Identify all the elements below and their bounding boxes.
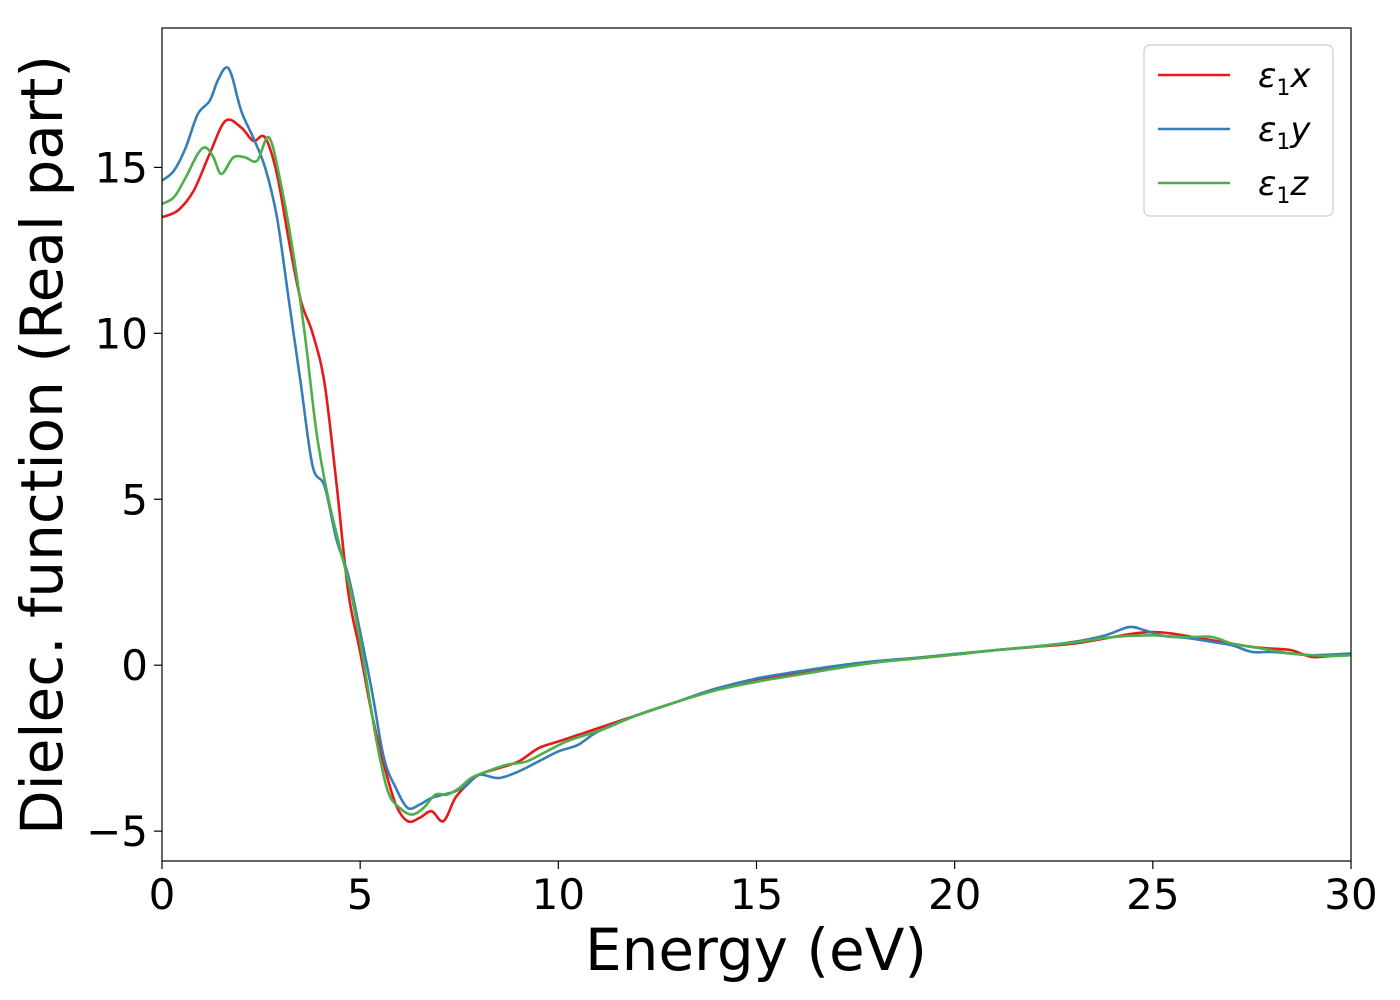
series-line-x <box>162 118 1351 824</box>
y-axis: −5 0 5 10 15 <box>86 143 162 856</box>
y-tick-label: 0 <box>121 641 148 690</box>
x-tick-label: 0 <box>149 870 176 919</box>
legend-label-z: ε1z <box>1258 164 1309 209</box>
legend-box <box>1143 44 1334 217</box>
y-tick-label: 5 <box>121 475 148 524</box>
y-axis-label: Dielec. function (Real part) <box>8 55 76 835</box>
x-tick-label: 10 <box>532 870 585 919</box>
x-axis: 0 5 10 15 20 25 30 <box>149 861 1378 919</box>
x-tick-label: 25 <box>1126 870 1179 919</box>
legend-label-x: ε1x <box>1258 56 1311 101</box>
legend-label-subscript: 1 <box>1276 76 1290 101</box>
legend-label-base: ε <box>1258 56 1276 96</box>
y-tick-label: 10 <box>95 309 148 358</box>
y-tick-label: −5 <box>86 807 148 856</box>
legend-label-base: ε <box>1258 164 1276 204</box>
series-line-z <box>162 135 1351 816</box>
legend-label-base: ε <box>1258 110 1276 150</box>
legend-label-variable: z <box>1289 164 1309 204</box>
x-tick-label: 15 <box>730 870 783 919</box>
x-axis-label: Energy (eV) <box>585 916 927 984</box>
legend-label-subscript: 1 <box>1276 130 1290 155</box>
x-tick-label: 30 <box>1324 870 1377 919</box>
legend-label-variable: y <box>1289 110 1311 150</box>
x-tick-label: 20 <box>928 870 981 919</box>
legend-label-subscript: 1 <box>1276 184 1290 209</box>
x-tick-label: 5 <box>347 870 374 919</box>
y-tick-label: 15 <box>95 143 148 192</box>
legend-label-y: ε1y <box>1258 110 1311 155</box>
series-group <box>162 66 1351 824</box>
legend-label-variable: x <box>1289 56 1311 96</box>
